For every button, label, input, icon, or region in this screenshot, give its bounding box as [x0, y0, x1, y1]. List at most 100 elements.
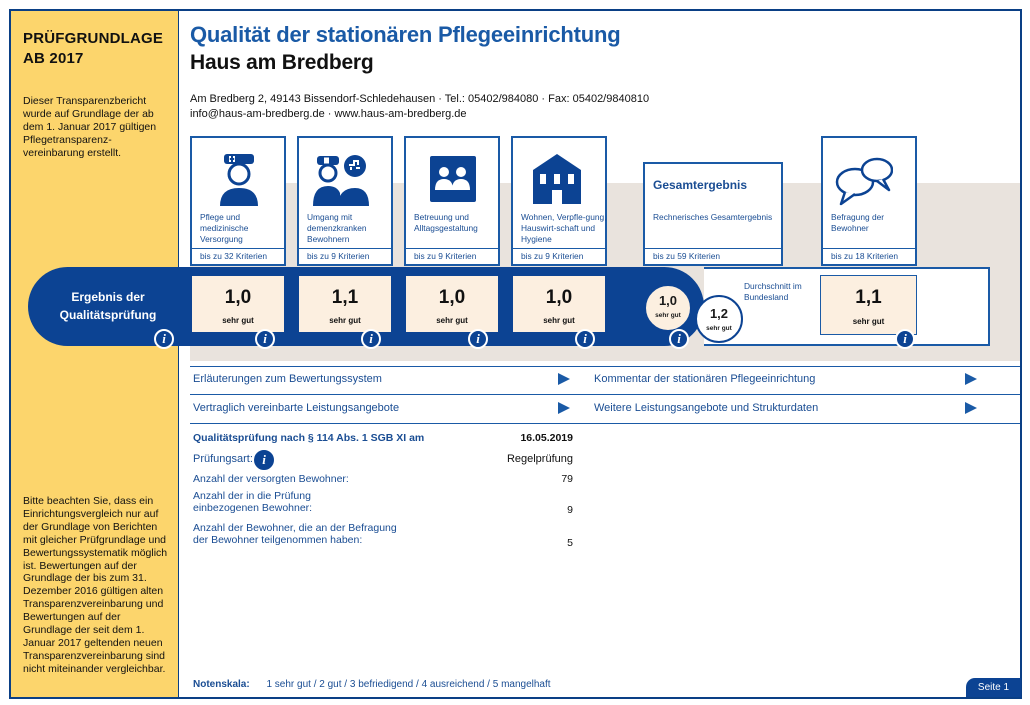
page-number: Seite 1	[966, 678, 1021, 697]
sidebar-intro: Dieser Transparenzbericht wurde auf Grun…	[23, 95, 157, 159]
card-label: Rechnerisches Gesamtergebnis	[653, 212, 773, 222]
result-label: Ergebnis der Qualitätsprüfung	[48, 288, 168, 324]
card-befragung[interactable]: Befragung der Bewohner bis zu 18 Kriteri…	[821, 136, 917, 266]
info-icon[interactable]: i	[255, 329, 275, 349]
score-grade: sehr gut	[852, 317, 885, 326]
link-label: Kommentar der stationären Pflegeeinricht…	[594, 373, 816, 385]
people-icon	[430, 156, 476, 202]
info-icon[interactable]: i	[254, 450, 274, 470]
score-value: 1,1	[855, 287, 882, 308]
link-bewertungssystem[interactable]: Erläuterungen zum Bewertungssystem	[193, 365, 570, 393]
score-grade: sehr gut	[436, 316, 468, 325]
fact-value: 79	[561, 473, 573, 485]
score-befragung: 1,1 sehr gut	[820, 275, 917, 335]
card-label: Betreuung und Alltagsgestaltung	[414, 212, 478, 233]
info-icon[interactable]: i	[468, 329, 488, 349]
fact-label: Qualitätsprüfung nach § 114 Abs. 1 SGB X…	[193, 432, 425, 444]
fact-label: der Bewohner teilgenommen haben:	[193, 534, 363, 546]
link-leistungsangebote[interactable]: Vertraglich vereinbarte Leistungsangebot…	[193, 394, 570, 422]
info-icon[interactable]: i	[575, 329, 595, 349]
grade-scale-label: Notenskala:	[193, 679, 250, 690]
card-criteria: bis zu 9 Kriterien	[406, 248, 498, 264]
card-pflege[interactable]: Pflege und medizinische Versorgung bis z…	[190, 136, 286, 266]
facility-address: Am Bredberg 2, 49143 Bissendorf-Schledeh…	[190, 93, 650, 105]
score-wohnen: 1,0 sehr gut	[512, 275, 606, 333]
card-label: Umgang mit demenzkranken Bewohnern	[307, 212, 367, 244]
link-strukturdaten[interactable]: Weitere Leistungsangebote und Strukturda…	[594, 394, 977, 422]
grade-scale: Notenskala: 1 sehr gut / 2 gut / 3 befri…	[193, 679, 551, 690]
score-demenz: 1,1 sehr gut	[298, 275, 392, 333]
sidebar	[11, 11, 178, 697]
divider	[190, 423, 1020, 424]
grade-scale-values: 1 sehr gut / 2 gut / 3 befriedigend / 4 …	[266, 679, 551, 690]
facility-name: Haus am Bredberg	[190, 51, 374, 74]
score-grade: sehr gut	[543, 316, 575, 325]
fact-value: 16.05.2019	[520, 432, 573, 444]
arrow-right-icon	[558, 373, 570, 385]
score-value: 1,0	[545, 287, 573, 308]
info-icon[interactable]: i	[895, 329, 915, 349]
score-value: 1,0	[438, 287, 466, 308]
fact-value: Regelprüfung	[506, 453, 573, 465]
speech-bubbles-icon	[835, 157, 893, 206]
card-criteria: bis zu 9 Kriterien	[299, 248, 391, 264]
total-title: Gesamtergebnis	[653, 178, 748, 192]
average-label: Durchschnitt im Bundesland	[744, 281, 802, 302]
sidebar-title-line1: PRÜFGRUNDLAGE	[23, 30, 164, 47]
card-gesamt[interactable]: Gesamtergebnis Rechnerisches Gesamtergeb…	[643, 162, 783, 266]
facility-web: info@haus-am-bredberg.de · www.haus-am-b…	[190, 108, 467, 120]
link-label: Vertraglich vereinbarte Leistungsangebot…	[193, 402, 400, 414]
sidebar-title: PRÜFGRUNDLAGE AB 2017	[23, 29, 163, 69]
result-label-line2: Qualitätsprüfung	[59, 308, 157, 322]
fact-label: Anzahl der Bewohner, die an der Befragun…	[193, 522, 397, 534]
fact-value: 5	[567, 537, 573, 549]
dementia-care-icon	[313, 155, 369, 206]
info-icon[interactable]: i	[361, 329, 381, 349]
score-pflege: 1,0 sehr gut	[191, 275, 285, 333]
divider	[190, 366, 1020, 367]
arrow-right-icon	[965, 373, 977, 385]
card-criteria: bis zu 9 Kriterien	[513, 248, 605, 264]
score-value: 1,2	[709, 306, 729, 321]
card-criteria: bis zu 18 Kriterien	[823, 248, 915, 264]
score-grade: sehr gut	[222, 316, 254, 325]
score-gesamt: 1,0 sehr gut	[644, 284, 692, 332]
score-grade: sehr gut	[329, 316, 361, 325]
divider	[190, 394, 1020, 395]
card-label: Pflege und medizinische Versorgung	[200, 212, 249, 244]
fact-label: Anzahl der versorgten Bewohner:	[193, 473, 349, 485]
arrow-right-icon	[558, 402, 570, 414]
score-betreuung: 1,0 sehr gut	[405, 275, 499, 333]
page-title: Qualität der stationären Pflegeeinrichtu…	[190, 22, 621, 47]
house-icon	[533, 154, 581, 204]
fact-label: Anzahl der in die Prüfung	[193, 490, 311, 502]
fact-label: einbezogenen Bewohner:	[193, 502, 313, 514]
card-label: Wohnen, Verpfle-gung, Hauswirt-schaft un…	[521, 212, 607, 244]
score-grade: sehr gut	[655, 312, 681, 319]
link-kommentar[interactable]: Kommentar der stationären Pflegeeinricht…	[594, 365, 977, 393]
page-frame	[9, 9, 1022, 699]
card-wohnen[interactable]: Wohnen, Verpfle-gung, Hauswirt-schaft un…	[511, 136, 607, 266]
card-demenz[interactable]: Umgang mit demenzkranken Bewohnern bis z…	[297, 136, 393, 266]
arrow-right-icon	[965, 402, 977, 414]
score-value: 1,0	[224, 287, 252, 308]
facility-contact: Am Bredberg 2, 49143 Bissendorf-Schledeh…	[190, 92, 649, 122]
card-label: Befragung der Bewohner	[831, 212, 885, 233]
info-icon[interactable]: i	[154, 329, 174, 349]
card-criteria: bis zu 32 Kriterien	[192, 248, 284, 264]
sidebar-title-line2: AB 2017	[23, 50, 84, 67]
card-betreuung[interactable]: Betreuung und Alltagsgestaltung bis zu 9…	[404, 136, 500, 266]
nurse-icon	[220, 154, 258, 206]
score-bundesland-average: 1,2 sehr gut	[695, 295, 743, 343]
divider	[178, 11, 179, 697]
score-value: 1,1	[331, 287, 359, 308]
result-label-line1: Ergebnis der	[71, 290, 145, 304]
sidebar-note: Bitte beachten Sie, dass ein Einrichtung…	[23, 495, 168, 675]
fact-value: 9	[567, 504, 573, 516]
link-label: Weitere Leistungsangebote und Strukturda…	[594, 402, 819, 414]
score-grade: sehr gut	[706, 325, 732, 332]
fact-label: Prüfungsart:	[193, 453, 253, 465]
link-label: Erläuterungen zum Bewertungssystem	[193, 373, 382, 385]
info-icon[interactable]: i	[669, 329, 689, 349]
card-criteria: bis zu 59 Kriterien	[645, 248, 781, 264]
